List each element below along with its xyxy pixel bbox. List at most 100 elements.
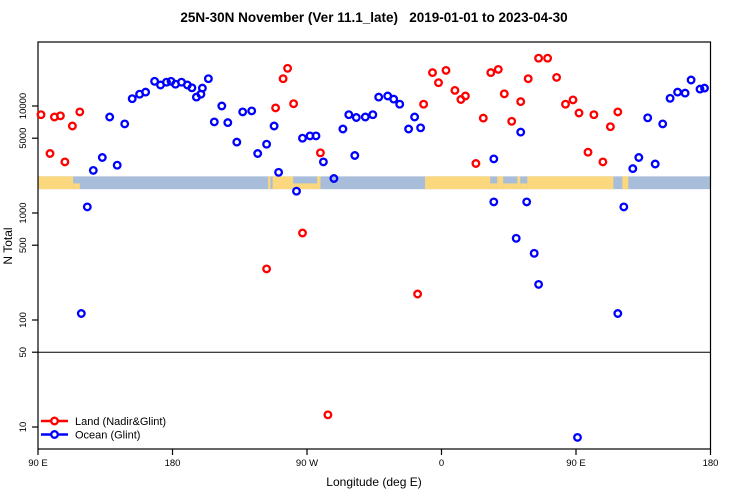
land-data-point [561, 99, 570, 109]
ocean-data-point [511, 233, 521, 243]
strip-land [622, 176, 629, 190]
ocean-data-point [76, 309, 86, 318]
ocean-data-point [197, 83, 207, 93]
strip-land [517, 176, 521, 190]
land-data-point [589, 110, 599, 120]
ocean-data-point [695, 84, 705, 94]
land-data-point [278, 74, 288, 84]
ocean-data-point [298, 133, 307, 143]
ocean-data-point [643, 113, 653, 123]
ocean-data-point [351, 113, 361, 122]
strip-land [425, 176, 491, 190]
land-data-point [434, 78, 443, 88]
x-tick-label: 90 W [296, 458, 318, 469]
land-data-point [471, 159, 481, 168]
ocean-data-point [292, 186, 301, 196]
land-data-point [289, 99, 299, 109]
strip-land [497, 176, 504, 190]
land-data-point [323, 410, 333, 420]
legend-marker [50, 430, 59, 439]
ocean-data-point [700, 83, 709, 93]
strip-land [38, 176, 74, 190]
land-data-point [478, 113, 488, 123]
land-data-point [60, 157, 70, 167]
land-data-point [262, 264, 272, 274]
land-data-point [450, 85, 460, 95]
ocean-data-point [209, 117, 219, 127]
ocean-data-point [269, 121, 279, 131]
ocean-data-point [613, 309, 623, 318]
ocean-data-point [665, 93, 675, 103]
strip-land [490, 183, 498, 190]
land-data-point [271, 103, 281, 113]
ocean-data-point [489, 197, 499, 207]
land-data-point [428, 68, 437, 78]
ocean-data-point [619, 202, 629, 212]
ocean-data-point [634, 153, 644, 162]
ocean-data-point [338, 124, 348, 134]
ocean-data-point [253, 149, 263, 158]
ocean-data-point [360, 112, 370, 122]
ocean-data-point [232, 137, 242, 147]
ocean-data-point [573, 432, 582, 442]
chart-title: 25N-30N November (Ver 11.1_late) 2019-01… [180, 10, 567, 25]
ocean-data-point [97, 153, 107, 162]
ocean-data-point [650, 159, 660, 169]
ocean-data-point [680, 88, 690, 98]
land-data-point [419, 99, 429, 109]
ocean-data-point [416, 123, 426, 133]
land-data-point [499, 89, 509, 99]
ocean-data-point [203, 74, 213, 84]
land-data-point [75, 107, 85, 117]
y-tick-label: 500 [18, 237, 29, 253]
land-data-point [493, 64, 503, 74]
strip-land [268, 176, 271, 190]
strip-land [317, 176, 321, 190]
ocean-data-point [82, 202, 92, 212]
y-tick-label: 5000 [18, 128, 29, 149]
land-data-point [583, 147, 593, 157]
ocean-data-point [534, 279, 544, 289]
legend-label: Land (Nadir&Glint) [75, 416, 166, 428]
ocean-data-point [187, 83, 197, 93]
strip-land [520, 183, 528, 190]
data-points [36, 53, 709, 442]
y-axis-title: N Total [1, 227, 15, 264]
land-data-point [486, 68, 496, 78]
ocean-data-point [120, 119, 130, 129]
ocean-data-point [673, 87, 683, 97]
land-data-point [598, 157, 608, 167]
x-tick-label: 0 [439, 458, 444, 469]
ocean-data-point [350, 151, 360, 160]
ocean-data-point [318, 157, 328, 167]
land-ocean-strip [38, 176, 711, 190]
land-data-point [315, 148, 325, 158]
ocean-data-point [404, 124, 414, 134]
land-data-point [460, 91, 470, 101]
x-tick-label: 90 E [566, 458, 586, 469]
land-data-point [543, 53, 553, 63]
x-tick-label: 90 E [28, 458, 48, 469]
axes: 10000 5000 1000 500 100 50 10 90 E 180 90 W 0 90 E 1… [18, 41, 718, 469]
legend-label: Ocean (Glint) [75, 430, 140, 442]
ocean-data-point [516, 127, 526, 137]
land-data-point [441, 65, 451, 75]
y-tick-label: 10 [18, 422, 29, 433]
ocean-data-point [311, 131, 321, 141]
ocean-data-point [217, 101, 227, 111]
strip-land [272, 176, 294, 190]
land-data-point [283, 63, 293, 73]
ocean-data-point [112, 160, 122, 170]
ocean-data-point [489, 154, 499, 164]
legend: Land (Nadir&Glint) Ocean (Glint) [41, 416, 166, 442]
ocean-data-point [395, 99, 405, 109]
ocean-data-point [368, 110, 378, 120]
ocean-data-point [105, 112, 115, 122]
ocean-data-point [344, 110, 354, 120]
strip-land [73, 183, 80, 190]
x-tick-label: 180 [165, 458, 181, 469]
ocean-data-point [262, 139, 272, 149]
ocean-data-point [238, 107, 248, 117]
